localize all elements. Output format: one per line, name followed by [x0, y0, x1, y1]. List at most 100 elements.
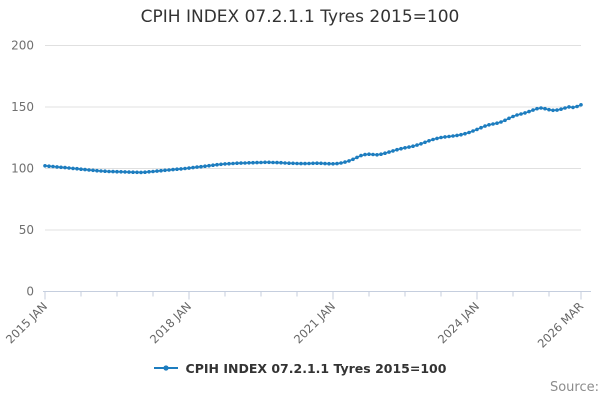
data-point-marker [183, 166, 187, 171]
data-point-marker [391, 149, 395, 153]
data-point-marker [307, 161, 311, 166]
y-axis-tick-label: 200 [11, 39, 34, 53]
data-point-marker [87, 168, 91, 172]
chart-title: CPIH INDEX 07.2.1.1 Tyres 2015=100 [140, 7, 460, 27]
data-point-marker [479, 125, 483, 130]
data-point-marker [139, 170, 143, 175]
data-point-marker [571, 105, 575, 110]
x-axis-tick-label: 2015 JAN [3, 299, 50, 346]
data-point-marker [543, 106, 547, 111]
data-point-marker [459, 132, 463, 137]
data-point-marker [495, 121, 499, 125]
data-point-marker [531, 108, 535, 112]
data-point-marker [311, 161, 315, 166]
data-point-marker [355, 155, 359, 160]
data-point-marker [299, 161, 303, 166]
data-point-marker [115, 169, 119, 174]
data-point-marker [415, 143, 419, 147]
data-point-marker [187, 166, 191, 170]
data-point-marker [223, 162, 227, 166]
data-point-marker [535, 106, 539, 111]
y-axis-tick-label: 100 [11, 162, 34, 176]
data-point-marker [79, 167, 83, 171]
data-point-marker [247, 161, 251, 165]
data-point-marker [487, 123, 491, 127]
data-point-marker [251, 160, 255, 165]
data-point-marker [575, 104, 579, 109]
data-point-marker [195, 165, 199, 169]
data-point-marker [375, 153, 379, 157]
data-point-marker [175, 167, 179, 171]
data-point-marker [147, 170, 151, 174]
data-point-marker [559, 107, 563, 111]
data-point-marker [171, 167, 175, 172]
data-point-marker [151, 169, 155, 174]
data-point-marker [347, 159, 351, 163]
data-point-marker [227, 161, 231, 166]
data-point-marker [167, 168, 171, 172]
data-point-marker [119, 170, 123, 174]
data-point-marker [127, 170, 131, 174]
data-point-marker [395, 147, 399, 152]
data-point-marker [419, 142, 423, 146]
line-chart: 0 50 100 150 200 2015 JAN 2018 JAN 2021 JAN 2024… [3, 39, 591, 351]
data-point-marker [427, 139, 431, 143]
data-point-marker [123, 170, 127, 174]
x-axis-tick-label: 2021 JAN [291, 299, 338, 346]
data-point-marker [199, 164, 203, 169]
data-point-marker [331, 162, 335, 166]
data-point-marker [467, 130, 471, 135]
data-point-marker [383, 151, 387, 155]
data-point-marker [539, 106, 543, 110]
data-point-marker [71, 166, 75, 171]
data-point-marker [243, 161, 247, 165]
data-point-marker [239, 161, 243, 165]
data-point-marker [83, 167, 87, 172]
data-point-marker [291, 161, 295, 166]
data-point-marker [91, 168, 95, 173]
data-point-marker [379, 152, 383, 156]
data-point-marker [43, 164, 47, 168]
legend-item[interactable]: CPIH INDEX 07.2.1.1 Tyres 2015=100 [153, 360, 447, 376]
data-point-marker [55, 165, 59, 169]
data-point-marker [359, 153, 363, 158]
data-point-marker [51, 164, 55, 169]
source-label: Source: [549, 380, 599, 395]
data-point-marker [319, 161, 323, 166]
data-point-marker [315, 161, 319, 165]
data-point-marker [159, 168, 163, 173]
data-point-marker [411, 144, 415, 148]
legend-label: CPIH INDEX 07.2.1.1 Tyres 2015=100 [185, 360, 447, 376]
data-point-marker [111, 169, 115, 174]
data-point-marker [103, 169, 107, 173]
data-point-marker [463, 131, 467, 136]
x-axis-tick-label: 2026 MAR [535, 299, 586, 350]
x-axis-tick-label: 2018 JAN [147, 299, 194, 346]
data-point-marker [191, 165, 195, 170]
data-point-marker [367, 152, 371, 156]
data-point-marker [371, 152, 375, 157]
data-point-marker [263, 160, 267, 165]
data-point-marker [219, 162, 223, 167]
data-point-marker [303, 161, 307, 166]
data-point-marker [499, 120, 503, 124]
data-point-marker [287, 161, 291, 165]
data-point-marker [327, 161, 331, 166]
data-point-marker [283, 161, 287, 165]
data-point-marker [339, 161, 343, 165]
data-point-marker [279, 160, 283, 165]
data-point-marker [363, 152, 367, 157]
data-point-marker [231, 161, 235, 166]
data-point-marker [211, 163, 215, 167]
data-point-marker [423, 140, 427, 145]
data-point-marker [63, 165, 67, 170]
data-point-marker [439, 135, 443, 140]
data-point-marker [563, 106, 567, 110]
data-point-marker [515, 113, 519, 117]
data-point-marker [551, 108, 555, 113]
data-point-marker [267, 160, 271, 165]
data-point-marker [431, 137, 435, 142]
data-point-marker [163, 168, 167, 173]
data-point-marker [475, 127, 479, 132]
data-point-marker [579, 103, 583, 107]
